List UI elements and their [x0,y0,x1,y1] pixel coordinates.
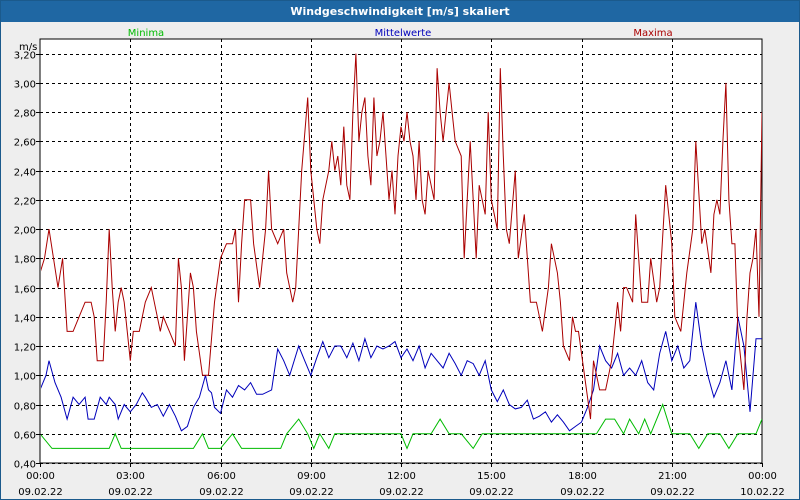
series-line-maxima [41,53,762,420]
y-tick-label: 2,20 [14,197,36,208]
y-tick-label: 1,60 [14,285,36,296]
y-axis: m/s 3,20 3,00 2,80 2,60 2,40 2,20 2,00 1,80 1,60… [14,42,40,471]
y-tick-label: 1,20 [14,343,36,354]
y-tick-label: 2,00 [14,226,36,237]
y-tick-label: 3,00 [14,80,36,91]
y-tick-label: 2,40 [14,168,36,179]
y-tick-label: 0,80 [14,402,36,413]
x-tick-time-label: 09:00 [297,471,326,482]
y-tick-label: 2,60 [14,138,36,149]
y-tick-label: 1,00 [14,372,36,383]
legend-entry-minima: Minima [128,28,164,39]
x-tick-date-label: 10.02.22 [740,487,785,498]
x-tick-date-label: 09.02.22 [289,487,334,498]
x-tick-time-label: 12:00 [387,471,416,482]
x-tick-time-label: 21:00 [658,471,687,482]
y-tick-label: 3,20 [14,51,36,62]
x-axis: 00:00 09.02.22 03:00 09.02.22 06:00 09.02.22 0… [18,463,785,498]
x-tick-time-label: 00:00 [26,471,55,482]
x-tick-date-label: 09.02.22 [108,487,153,498]
grid-lines [40,39,762,464]
x-tick-time-label: 03:00 [116,471,145,482]
x-tick-time-label: 18:00 [568,471,597,482]
x-tick-date-label: 09.02.22 [469,487,514,498]
y-axis-label: m/s [19,42,37,53]
y-tick-label: 2,80 [14,109,36,120]
y-tick-label: 0,60 [14,431,36,442]
legend-entry-maxima: Maxima [633,28,672,39]
y-tick-label: 1,80 [14,255,36,266]
x-tick-time-label: 15:00 [477,471,506,482]
x-tick-date-label: 09.02.22 [18,487,63,498]
x-tick-time-label: 06:00 [207,471,236,482]
x-tick-time-label: 00:00 [748,471,777,482]
legend-entry-mittelwerte: Mittelwerte [375,28,432,39]
x-tick-date-label: 09.02.22 [199,487,244,498]
y-tick-label: 0,40 [14,460,36,471]
x-tick-date-label: 09.02.22 [560,487,605,498]
window-title: Windgeschwindigkeit [m/s] skaliert [1,1,799,22]
series-group [41,53,762,450]
series-line-minima [41,403,762,450]
series-line-mittelwerte [41,302,762,432]
y-tick-label: 1,40 [14,314,36,325]
x-tick-date-label: 09.02.22 [379,487,424,498]
legend: Minima Mittelwerte Maxima [128,28,673,39]
x-tick-date-label: 09.02.22 [650,487,695,498]
